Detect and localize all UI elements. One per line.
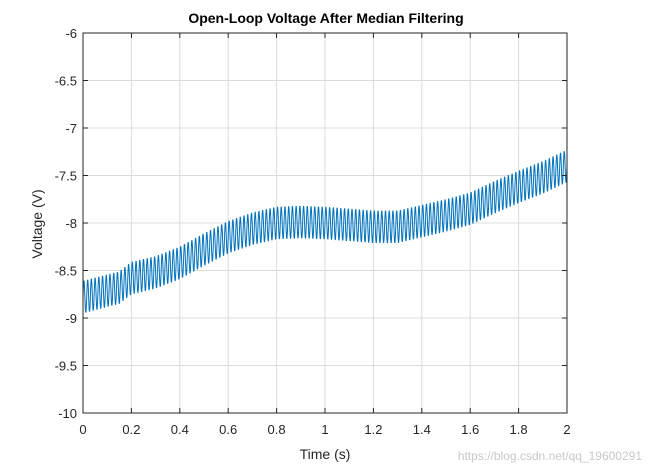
y-tick-label: -8.5	[55, 264, 77, 279]
x-tick-label: 0.2	[122, 422, 140, 437]
y-tick-label: -9	[65, 311, 77, 326]
x-tick-label: 1.2	[364, 422, 382, 437]
x-tick-label: 0	[79, 422, 86, 437]
y-tick-label: -7	[65, 121, 77, 136]
y-tick-label: -7.5	[55, 169, 77, 184]
x-tick-label: 0.6	[219, 422, 237, 437]
y-axis-label: Voltage (V)	[29, 189, 45, 258]
y-tick-label: -8	[65, 216, 77, 231]
chart-title: Open-Loop Voltage After Median Filtering	[188, 10, 463, 26]
x-tick-label: 1.6	[461, 422, 479, 437]
y-tick-label: -9.5	[55, 359, 77, 374]
x-tick-label: 0.8	[268, 422, 286, 437]
y-tick-label: -6.5	[55, 74, 77, 89]
watermark-text: https://blog.csdn.net/qq_19600291	[457, 449, 642, 463]
x-tick-label: 1	[321, 422, 328, 437]
x-axis-label: Time (s)	[300, 446, 351, 462]
series-line	[82, 151, 568, 313]
x-tick-label: 0.4	[171, 422, 189, 437]
plot-area: 0 0.2 0.4 0.6 0.8 1 1.2 1.4 1.6 1.8 2 -6 -6.5 -7 -7.5 -…	[55, 26, 571, 437]
x-tick-label: 1.4	[413, 422, 431, 437]
y-tick-label: -10	[58, 406, 77, 421]
x-tick-label: 1.8	[510, 422, 528, 437]
x-tick-label: 2	[563, 422, 570, 437]
y-tick-label: -6	[65, 26, 77, 41]
